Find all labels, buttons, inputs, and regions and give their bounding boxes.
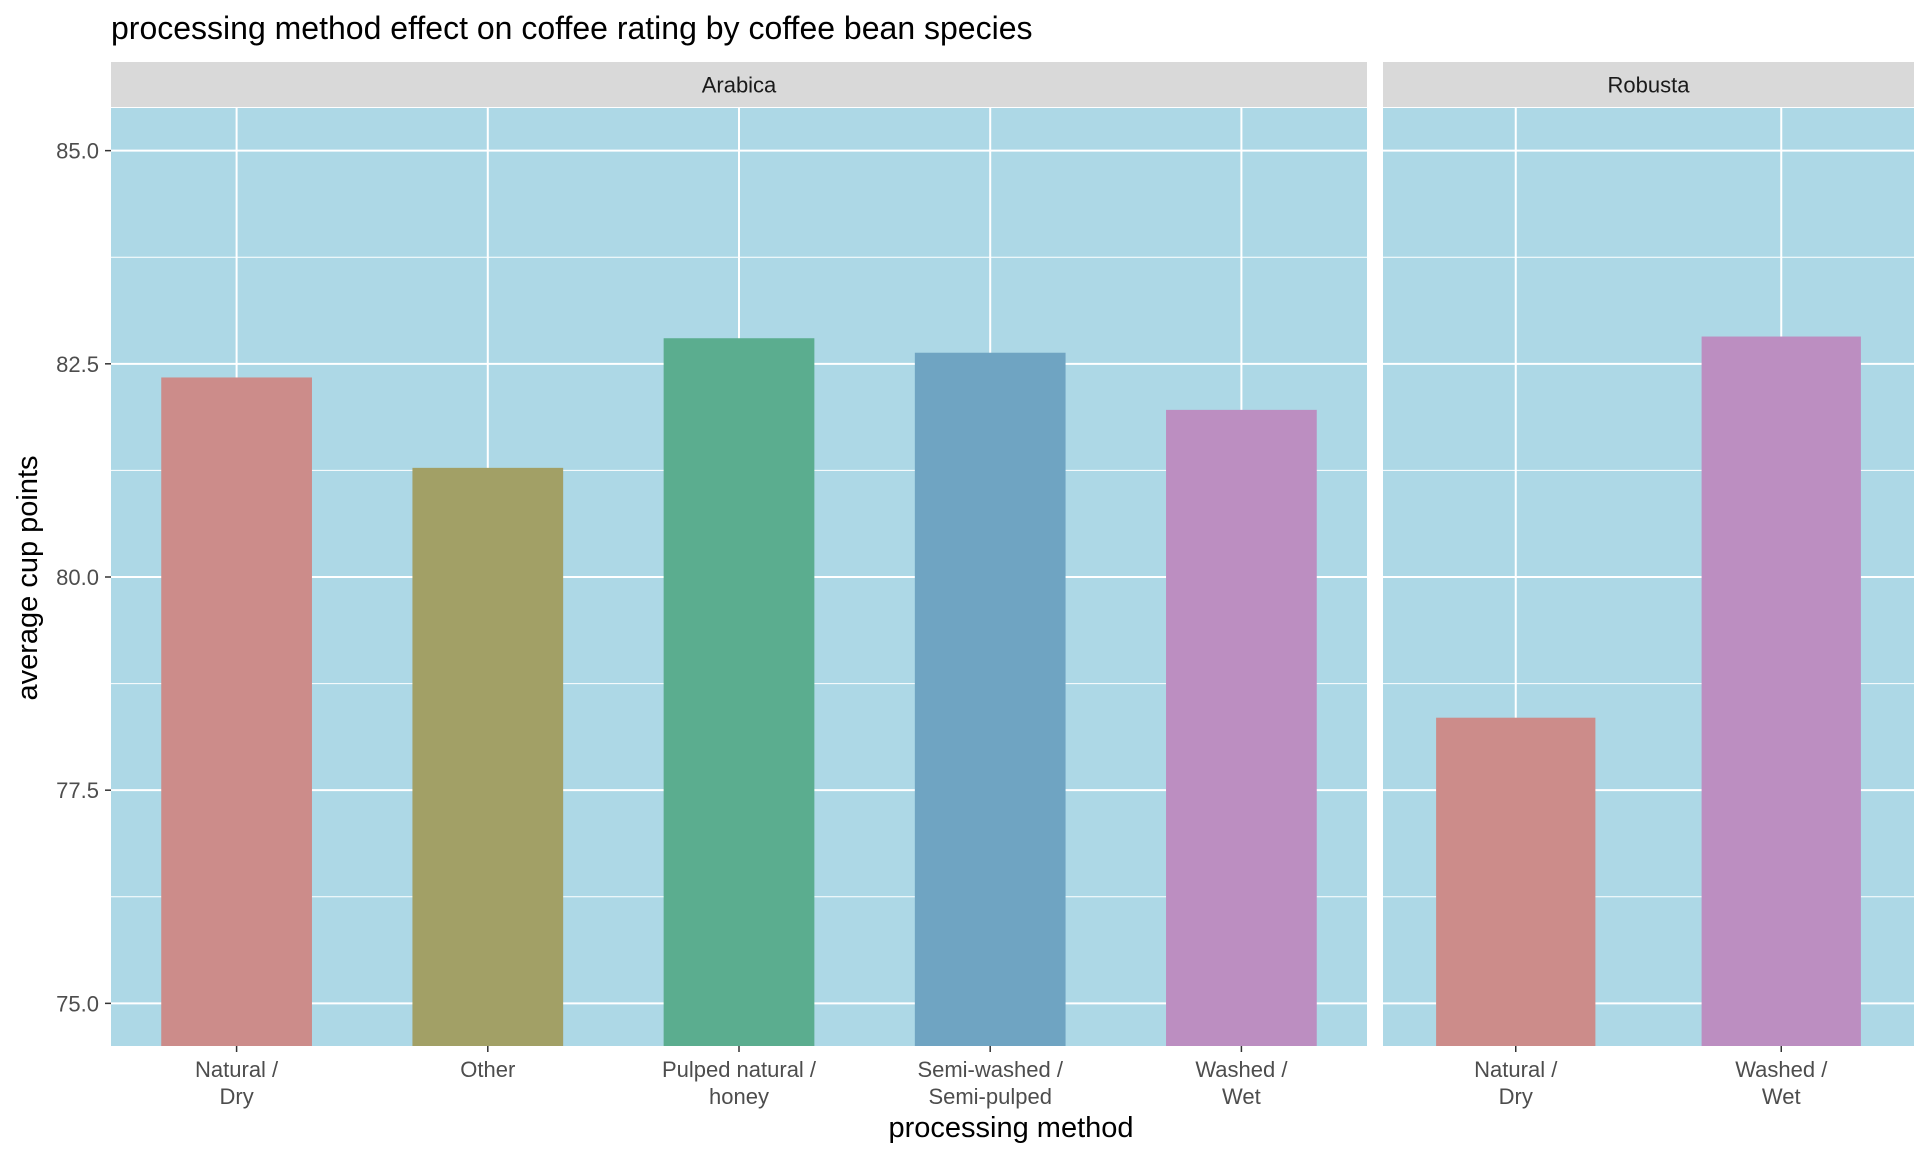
- x-tick-label: Washed / Wet: [1735, 1057, 1828, 1109]
- x-tick-label: Washed / Wet: [1195, 1057, 1288, 1109]
- bar-arabica-2: [412, 467, 564, 1046]
- y-tick-label: 82.5: [56, 352, 99, 377]
- y-axis: 75.0 77.5 80.0 82.5 85.0: [56, 139, 111, 1016]
- y-tick-label: 75.0: [56, 991, 99, 1016]
- x-tick-label: Natural / Dry: [195, 1057, 279, 1109]
- x-axis-title: processing method: [888, 1112, 1133, 1144]
- y-axis-title: average cup points: [12, 455, 44, 700]
- bar-arabica-5: [1166, 409, 1317, 1046]
- y-tick-label: 80.0: [56, 565, 99, 590]
- facet-strip: [1383, 62, 1914, 107]
- bar-robusta-1: [1436, 717, 1596, 1046]
- facet-strip-label: Arabica: [702, 73, 777, 98]
- bar-arabica-1: [161, 377, 312, 1047]
- facet-panel-robusta: Robusta Natural / Dry Washed / Wet: [1383, 62, 1914, 1109]
- x-tick-label: Other: [460, 1057, 515, 1082]
- facet-panels: Arabica Natural / Dry Other Pulped natural /…: [111, 62, 1914, 1109]
- x-tick-label: Pulped natural / honey: [662, 1057, 817, 1109]
- bar-robusta-2: [1701, 336, 1861, 1047]
- bar-arabica-4: [914, 352, 1066, 1046]
- x-tick-label: Semi-washed / Semi-pulped: [917, 1057, 1063, 1109]
- bar-arabica-3: [663, 338, 815, 1047]
- facet-strip: [111, 62, 1367, 107]
- x-tick-label: Natural / Dry: [1474, 1057, 1558, 1109]
- chart-title: processing method effect on coffee ratin…: [111, 10, 1033, 46]
- y-tick-label: 77.5: [56, 778, 99, 803]
- facet-strip-label: Robusta: [1608, 73, 1691, 98]
- facet-panel-arabica: Arabica Natural / Dry Other Pulped natural /…: [111, 62, 1367, 1109]
- y-tick-label: 85.0: [56, 139, 99, 164]
